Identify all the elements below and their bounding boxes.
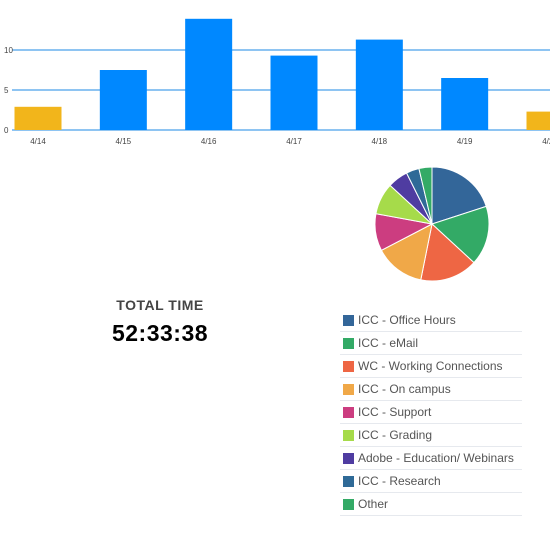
legend-swatch bbox=[343, 429, 354, 441]
legend-swatch bbox=[343, 475, 354, 487]
x-tick-label: 4/19 bbox=[457, 137, 473, 146]
x-tick-label: 4/18 bbox=[372, 137, 388, 146]
pie-slice bbox=[420, 223, 475, 282]
legend-item: WC - Working Connections bbox=[340, 355, 522, 378]
pie-chart-legend: ICC - Office Hours ICC - eMail WC - Workin… bbox=[340, 309, 522, 516]
bar-4-15 bbox=[99, 70, 147, 130]
bar-chart-y-ticks: 0 5 10 bbox=[4, 46, 13, 135]
legend-swatch bbox=[343, 498, 354, 510]
x-tick-label: 4/15 bbox=[116, 137, 132, 146]
legend-item: ICC - eMail bbox=[340, 332, 522, 355]
bar-4-18 bbox=[355, 39, 403, 130]
y-tick-label: 0 bbox=[4, 126, 9, 135]
x-tick-label: 4/16 bbox=[201, 137, 217, 146]
x-tick-label: 4/14 bbox=[30, 137, 46, 146]
legend-swatch bbox=[343, 406, 354, 418]
pie-slice bbox=[380, 223, 433, 281]
bar-chart: 0 5 10 4/14 4/15 4/16 4/17 4/18 4/19 4/20 bbox=[4, 18, 550, 146]
legend-item: Adobe - Education/ Webinars bbox=[340, 447, 522, 470]
legend-label: ICC - Office Hours bbox=[358, 313, 456, 327]
x-tick-label: 4/20 bbox=[542, 137, 550, 146]
legend-swatch bbox=[343, 452, 354, 464]
pie-slice bbox=[431, 205, 490, 264]
pie-chart-slices bbox=[374, 166, 490, 282]
bar-chart-bars bbox=[14, 18, 550, 130]
legend-swatch bbox=[343, 337, 354, 349]
legend-label: ICC - Research bbox=[358, 474, 441, 488]
legend-item: ICC - On campus bbox=[340, 378, 522, 401]
bar-chart-x-ticks: 4/14 4/15 4/16 4/17 4/18 4/19 4/20 bbox=[30, 137, 550, 146]
legend-label: Adobe - Education/ Webinars bbox=[358, 451, 514, 465]
legend-label: WC - Working Connections bbox=[358, 359, 503, 373]
pie-slice bbox=[431, 166, 487, 225]
x-tick-label: 4/17 bbox=[286, 137, 302, 146]
legend-swatch bbox=[343, 360, 354, 372]
legend-swatch bbox=[343, 314, 354, 326]
total-time-label: TOTAL TIME bbox=[116, 297, 204, 313]
legend-item: ICC - Support bbox=[340, 401, 522, 424]
bar-4-20 bbox=[526, 111, 550, 130]
bar-4-16 bbox=[185, 18, 233, 130]
pie-slice bbox=[418, 166, 433, 225]
legend-item: ICC - Research bbox=[340, 470, 522, 493]
bar-4-14 bbox=[14, 106, 62, 130]
legend-label: ICC - On campus bbox=[358, 382, 451, 396]
legend-label: Other bbox=[358, 497, 389, 511]
legend-label: ICC - Support bbox=[358, 405, 432, 419]
y-tick-label: 5 bbox=[4, 86, 9, 95]
legend-item: ICC - Grading bbox=[340, 424, 522, 447]
bar-4-19 bbox=[441, 78, 489, 130]
legend-swatch bbox=[343, 383, 354, 395]
pie-chart bbox=[374, 166, 490, 282]
legend-label: ICC - eMail bbox=[358, 336, 419, 350]
bar-4-17 bbox=[270, 55, 318, 130]
legend-item: ICC - Office Hours bbox=[340, 309, 522, 332]
total-time-value: 52:33:38 bbox=[111, 320, 209, 346]
y-tick-label: 10 bbox=[4, 46, 13, 55]
legend-item: Other bbox=[340, 493, 522, 516]
legend-label: ICC - Grading bbox=[358, 428, 433, 442]
